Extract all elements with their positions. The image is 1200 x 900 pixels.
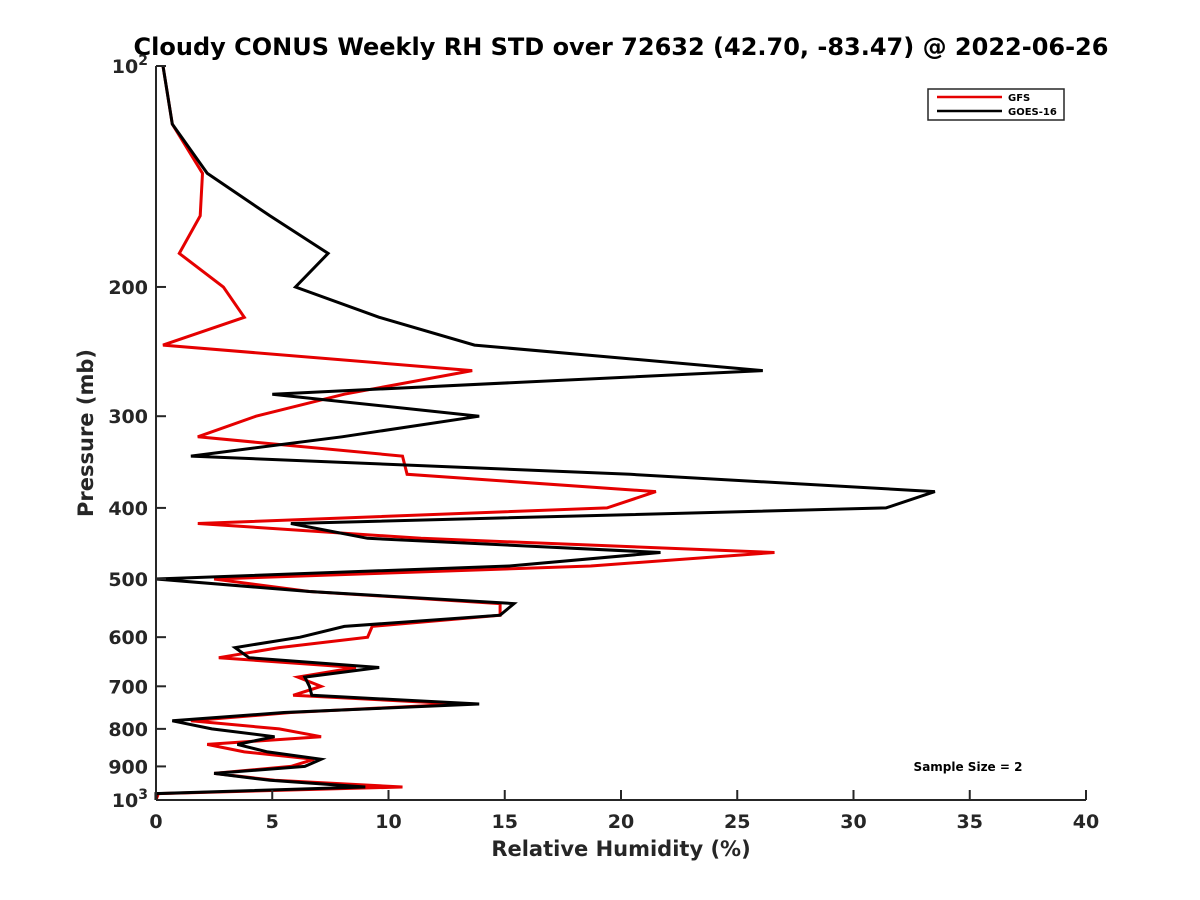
y-tick-label: 800 bbox=[108, 719, 148, 741]
y-tick-label: 700 bbox=[108, 676, 148, 698]
x-tick-label: 40 bbox=[1073, 811, 1099, 833]
x-tick-label: 25 bbox=[724, 811, 750, 833]
y-tick-label: 500 bbox=[108, 569, 148, 591]
x-tick-label: 0 bbox=[149, 811, 162, 833]
legend-box bbox=[927, 88, 1065, 121]
x-tick-label: 10 bbox=[375, 811, 401, 833]
series-line-goes-16 bbox=[154, 65, 936, 800]
y-tick-label: 600 bbox=[108, 627, 148, 649]
y-tick-label: 300 bbox=[108, 406, 148, 428]
y-tick-label: 200 bbox=[108, 277, 148, 299]
y-ticks: 102 200 300 400 500 600 700 800 900 103 bbox=[108, 53, 166, 812]
y-tick-label: 900 bbox=[108, 756, 148, 778]
x-tick-label: 5 bbox=[266, 811, 279, 833]
legend-label-gfs: GFS bbox=[1008, 93, 1030, 104]
y-tick-label: 103 bbox=[112, 787, 148, 812]
y-axis-label: Pressure (mb) bbox=[74, 349, 98, 517]
x-tick-label: 30 bbox=[840, 811, 866, 833]
series-line-gfs bbox=[154, 65, 775, 801]
y-tick-label: 102 bbox=[112, 53, 148, 78]
x-ticks: 0 5 10 15 20 25 30 35 40 bbox=[149, 790, 1099, 833]
y-tick-label: 400 bbox=[108, 498, 148, 520]
x-tick-label: 35 bbox=[957, 811, 983, 833]
x-tick-label: 15 bbox=[492, 811, 518, 833]
x-tick-label: 20 bbox=[608, 811, 634, 833]
legend-label-goes-16: GOES-16 bbox=[1008, 107, 1057, 118]
sample-size-annotation: Sample Size = 2 bbox=[914, 760, 1023, 774]
chart-title: Cloudy CONUS Weekly RH STD over 72632 (4… bbox=[134, 33, 1109, 61]
legend: GFS GOES-16 bbox=[927, 88, 1065, 121]
x-axis-label: Relative Humidity (%) bbox=[491, 837, 750, 861]
series-layer bbox=[154, 65, 936, 801]
